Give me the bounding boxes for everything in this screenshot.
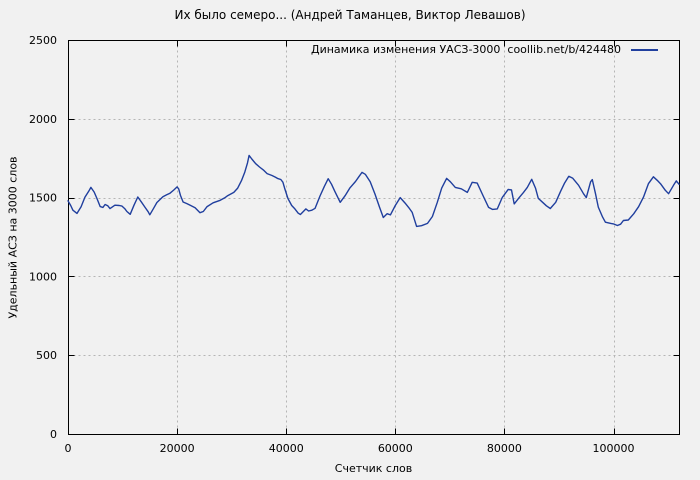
x-tick-label: 0: [65, 442, 72, 455]
y-tick-label: 2500: [29, 34, 57, 47]
legend: Динамика изменения УАСЗ-3000 coollib.net…: [311, 43, 658, 56]
y-tick-label: 0: [50, 428, 57, 441]
y-tick-label: 1000: [29, 270, 57, 283]
series-line: [67, 154, 680, 228]
x-tick-label: 40000: [269, 442, 304, 455]
x-axis-label: Счетчик слов: [334, 462, 413, 475]
x-tick-label: 100000: [593, 442, 635, 455]
plot-border: [68, 40, 680, 435]
chart-title: Их было семеро... (Андрей Таманцев, Викт…: [174, 8, 526, 22]
legend-label: Динамика изменения УАСЗ-3000 coollib.net…: [311, 43, 621, 56]
x-tick-label: 80000: [487, 442, 522, 455]
y-tick-label: 2000: [29, 113, 57, 126]
y-tick-label: 1500: [29, 192, 57, 205]
legend-line-sample: [631, 48, 658, 51]
y-tick-label: 500: [36, 349, 57, 362]
x-tick-label: 20000: [160, 442, 195, 455]
x-tick-label: 60000: [378, 442, 413, 455]
